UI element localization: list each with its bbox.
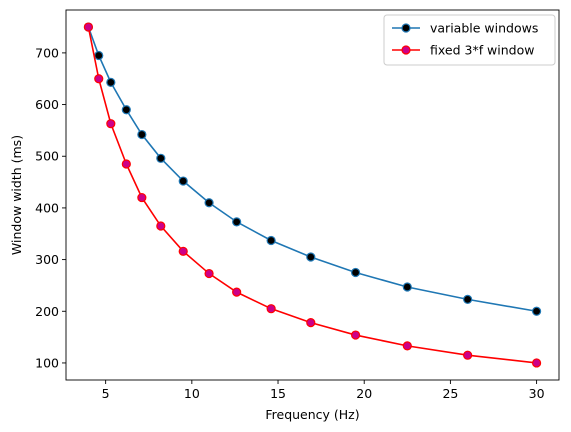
data-point (403, 283, 411, 291)
data-point (464, 295, 472, 303)
data-point (352, 331, 360, 339)
data-point (464, 351, 472, 359)
y-tick-label: 700 (35, 45, 59, 60)
data-point (403, 342, 411, 350)
data-point (205, 270, 213, 278)
y-tick-label: 100 (35, 355, 59, 370)
data-point (157, 222, 165, 230)
data-point (205, 199, 213, 207)
y-axis-ticks: 100 200 300 400 500 600 700 (35, 45, 66, 370)
data-point (84, 23, 92, 31)
x-tick-label: 20 (356, 386, 372, 401)
series-2 (84, 23, 540, 367)
legend-label: variable windows (430, 21, 538, 36)
y-tick-label: 400 (35, 200, 59, 215)
data-point (233, 218, 241, 226)
data-point (352, 269, 360, 277)
series-line (88, 27, 536, 363)
data-point (267, 305, 275, 313)
legend: variable windows fixed 3*f window (384, 15, 555, 65)
x-tick-label: 15 (270, 386, 286, 401)
data-point (138, 194, 146, 202)
series-line (88, 27, 536, 311)
y-axis-label: Window width (ms) (9, 135, 24, 255)
y-tick-label: 300 (35, 252, 59, 267)
data-point (179, 177, 187, 185)
x-tick-label: 5 (102, 386, 110, 401)
data-point (122, 106, 130, 114)
data-point (533, 307, 541, 315)
legend-label: fixed 3*f window (430, 43, 535, 58)
x-axis-label: Frequency (Hz) (265, 407, 359, 422)
legend-marker (402, 24, 410, 32)
data-point (533, 359, 541, 367)
data-point (267, 236, 275, 244)
data-point (95, 51, 103, 59)
data-point (233, 288, 241, 296)
data-point (107, 78, 115, 86)
data-point (107, 120, 115, 128)
series-1 (84, 23, 540, 315)
y-tick-label: 500 (35, 149, 59, 164)
y-tick-label: 200 (35, 304, 59, 319)
data-point (138, 131, 146, 139)
plot-content (84, 23, 540, 367)
x-tick-label: 25 (442, 386, 458, 401)
data-point (307, 319, 315, 327)
x-tick-label: 10 (184, 386, 200, 401)
data-point (95, 75, 103, 83)
legend-marker (402, 46, 410, 54)
data-point (307, 253, 315, 261)
x-axis-ticks: 5 10 15 20 25 30 (102, 380, 545, 401)
y-tick-label: 600 (35, 97, 59, 112)
data-point (122, 160, 130, 168)
x-tick-label: 30 (529, 386, 545, 401)
data-point (157, 154, 165, 162)
data-point (179, 247, 187, 255)
